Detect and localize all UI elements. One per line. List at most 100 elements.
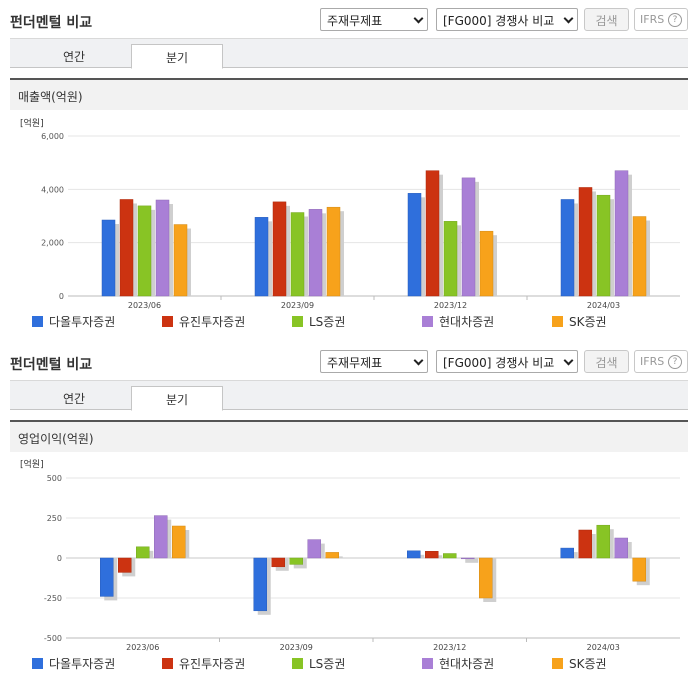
bar[interactable] bbox=[290, 212, 305, 297]
legend-label: 현대차증권 bbox=[439, 657, 495, 671]
tab-quarterly[interactable]: 분기 bbox=[131, 386, 223, 411]
panel-title: 펀더멘털 비교 bbox=[10, 357, 93, 373]
bar[interactable] bbox=[272, 201, 287, 297]
x-tick-label: 2023/12 bbox=[433, 643, 466, 652]
bar[interactable] bbox=[443, 553, 457, 559]
bar[interactable] bbox=[614, 170, 629, 297]
legend-item[interactable]: SK증권 bbox=[552, 655, 607, 672]
bar[interactable] bbox=[172, 525, 186, 559]
bar[interactable] bbox=[461, 557, 475, 560]
legend-item[interactable]: LS증권 bbox=[292, 313, 345, 330]
y-tick-label: 0 bbox=[59, 292, 64, 301]
bar[interactable] bbox=[632, 557, 646, 582]
bar[interactable] bbox=[479, 557, 493, 599]
bar[interactable] bbox=[632, 216, 647, 297]
legend-item[interactable]: 현대차증권 bbox=[422, 313, 494, 330]
y-tick-label: 2,000 bbox=[41, 239, 64, 248]
legend-item[interactable]: 다올투자증권 bbox=[32, 655, 115, 672]
statement-select-value: 주재무제표 bbox=[327, 14, 383, 28]
bar[interactable] bbox=[155, 199, 170, 297]
bar[interactable] bbox=[326, 206, 341, 297]
bar[interactable] bbox=[479, 230, 494, 297]
bar[interactable] bbox=[137, 205, 152, 297]
period-tabs: 연간 분기 bbox=[10, 38, 688, 69]
tab-quarterly[interactable]: 분기 bbox=[131, 44, 223, 69]
legend-item[interactable]: 유진투자증권 bbox=[162, 313, 245, 330]
peer-group-select-value: [FG000] 경쟁사 비교 bbox=[443, 14, 555, 28]
legend-label: 유진투자증권 bbox=[179, 657, 246, 671]
tab-annual[interactable]: 연간 bbox=[62, 392, 86, 406]
panel-header: 펀더멘털 비교 주재무제표 [FG000] 경쟁사 비교 검색 IFRS? bbox=[0, 342, 696, 380]
bar[interactable] bbox=[271, 557, 285, 568]
legend-swatch bbox=[552, 316, 563, 327]
bar[interactable] bbox=[578, 529, 592, 559]
search-button[interactable]: 검색 bbox=[584, 8, 629, 31]
ifrs-button[interactable]: IFRS? bbox=[634, 8, 688, 31]
ifrs-label: IFRS bbox=[640, 355, 665, 368]
legend-swatch bbox=[32, 316, 43, 327]
bar[interactable] bbox=[100, 557, 114, 597]
bar[interactable] bbox=[289, 557, 303, 565]
bar[interactable] bbox=[101, 219, 116, 297]
bar[interactable] bbox=[308, 209, 323, 297]
bar[interactable] bbox=[253, 557, 267, 612]
bar[interactable] bbox=[560, 199, 575, 297]
bar[interactable] bbox=[119, 199, 134, 297]
legend-item[interactable]: SK증권 bbox=[552, 313, 607, 330]
legend-swatch bbox=[552, 658, 563, 669]
fundamental-panel-operating-profit: 펀더멘털 비교 주재무제표 [FG000] 경쟁사 비교 검색 IFRS? 연간… bbox=[0, 342, 696, 452]
bar[interactable] bbox=[614, 537, 628, 559]
bar[interactable] bbox=[307, 539, 321, 559]
x-tick-label: 2024/03 bbox=[587, 301, 620, 310]
y-tick-label: -250 bbox=[44, 594, 62, 603]
legend-item[interactable]: LS증권 bbox=[292, 655, 345, 672]
bar[interactable] bbox=[560, 547, 574, 559]
statement-select[interactable]: 주재무제표 bbox=[320, 8, 428, 31]
legend-label: 다올투자증권 bbox=[49, 315, 116, 329]
bar[interactable] bbox=[461, 177, 476, 297]
y-unit-label: [억원] bbox=[20, 117, 44, 129]
x-tick-label: 2023/12 bbox=[434, 301, 467, 310]
bar[interactable] bbox=[578, 187, 593, 297]
x-tick-label: 2023/06 bbox=[128, 301, 161, 310]
legend-label: LS증권 bbox=[309, 657, 346, 671]
x-tick-label: 2023/06 bbox=[126, 643, 159, 652]
help-icon[interactable]: ? bbox=[668, 13, 682, 27]
legend-swatch bbox=[162, 658, 173, 669]
bar[interactable] bbox=[425, 551, 439, 559]
chevron-down-icon bbox=[563, 355, 574, 366]
legend-item[interactable]: 다올투자증권 bbox=[32, 313, 115, 330]
legend-label: 유진투자증권 bbox=[179, 315, 246, 329]
search-button[interactable]: 검색 bbox=[584, 350, 629, 373]
bar[interactable] bbox=[425, 170, 440, 297]
bar[interactable] bbox=[407, 193, 422, 297]
section-header: 매출액(억원) bbox=[10, 78, 688, 110]
legend-swatch bbox=[292, 316, 303, 327]
bar[interactable] bbox=[173, 224, 188, 297]
operating-profit-legend: 다올투자증권 유진투자증권 LS증권 현대차증권 SK증권 bbox=[0, 655, 696, 673]
bar[interactable] bbox=[325, 552, 339, 559]
bar[interactable] bbox=[154, 515, 168, 559]
legend-swatch bbox=[162, 316, 173, 327]
bar[interactable] bbox=[118, 557, 132, 573]
fundamental-panel-revenue: 펀더멘털 비교 주재무제표 [FG000] 경쟁사 비교 검색 IFRS? 연간… bbox=[0, 0, 696, 110]
ifrs-button[interactable]: IFRS? bbox=[634, 350, 688, 373]
bar[interactable] bbox=[596, 524, 610, 559]
help-icon[interactable]: ? bbox=[668, 355, 682, 369]
period-tabs: 연간 분기 bbox=[10, 380, 688, 411]
y-tick-label: 500 bbox=[47, 474, 62, 483]
legend-label: SK증권 bbox=[569, 657, 607, 671]
bar[interactable] bbox=[136, 546, 150, 559]
statement-select[interactable]: 주재무제표 bbox=[320, 350, 428, 373]
legend-item[interactable]: 유진투자증권 bbox=[162, 655, 245, 672]
bar[interactable] bbox=[254, 217, 269, 297]
tab-annual[interactable]: 연간 bbox=[62, 50, 86, 64]
peer-group-select[interactable]: [FG000] 경쟁사 비교 bbox=[436, 350, 578, 373]
panel-header: 펀더멘털 비교 주재무제표 [FG000] 경쟁사 비교 검색 IFRS? bbox=[0, 0, 696, 38]
bar[interactable] bbox=[596, 194, 611, 297]
peer-group-select[interactable]: [FG000] 경쟁사 비교 bbox=[436, 8, 578, 31]
bar[interactable] bbox=[443, 221, 458, 297]
bar[interactable] bbox=[407, 550, 421, 559]
legend-item[interactable]: 현대차증권 bbox=[422, 655, 494, 672]
legend-swatch bbox=[422, 316, 433, 327]
